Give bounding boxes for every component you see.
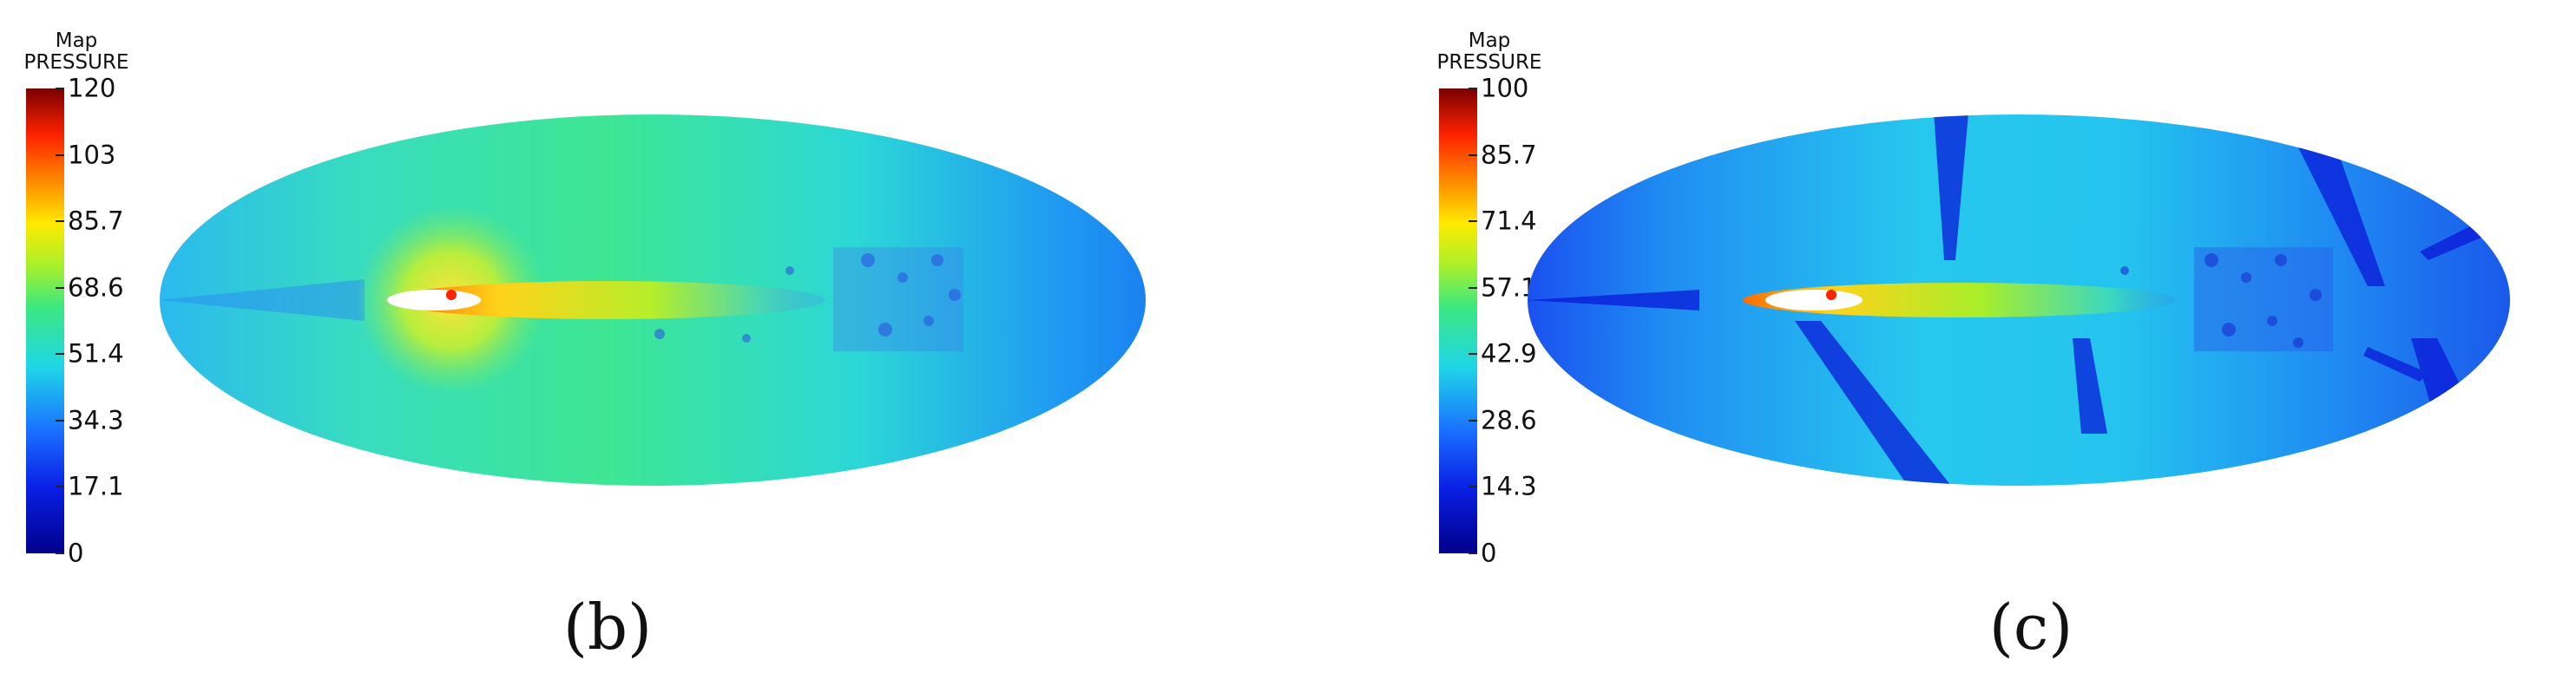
colorbar-tick-mark [1469, 220, 1477, 223]
colorbar-title-pressure: PRESSURE [1436, 51, 1542, 74]
colorbar [26, 88, 64, 553]
colorbar-title-map: Map [55, 29, 98, 52]
colorbar-tick-mark [1469, 286, 1477, 289]
colorbar-tick-label: 28.6 [1481, 405, 1537, 435]
colorbar-tick-mark [1469, 552, 1477, 554]
airfoil-shape [1765, 290, 1863, 311]
colorbar-tick-mark [56, 486, 64, 488]
colorbar-tick-mark [1469, 486, 1477, 488]
colorbar-tick-mark [1469, 154, 1477, 156]
colorbar-tick-mark [56, 353, 64, 356]
colorbar-tick-label: 42.9 [1481, 338, 1537, 369]
colorbar-title-map: Map [1468, 29, 1511, 52]
colorbar-tick-label: 100 [1481, 73, 1529, 103]
colorbar-tick-label: 57.1 [1481, 272, 1537, 303]
colorbar-tick-mark [1469, 88, 1477, 89]
colorbar-tick-label: 0 [1481, 538, 1497, 568]
panel-label-c: (c) [1988, 591, 2073, 664]
colorbar-tick-mark [56, 419, 64, 422]
panel-label-b: (b) [562, 591, 653, 664]
colorbar-tick-mark [56, 286, 64, 289]
pressure-field-plot [160, 114, 1146, 486]
colorbar-tick-mark [56, 88, 64, 89]
colorbar-tick-label: 85.7 [1481, 140, 1537, 170]
colorbar-tick-mark [56, 552, 64, 554]
colorbar-tick-label: 120 [68, 73, 116, 103]
colorbar [1439, 88, 1477, 553]
panel-b: Map PRESSURE 120 103 85.7 68.6 51.4 34.3 17.1 0 [23, 29, 1146, 664]
colorbar-tick-label: 17.1 [68, 471, 124, 501]
colorbar-tick-mark [1469, 353, 1477, 356]
colorbar-tick-mark [56, 220, 64, 223]
colorbar-tick-label: 68.6 [68, 272, 124, 303]
colorbar-tick-mark [56, 154, 64, 156]
colorbar-tick-label: 103 [68, 140, 116, 170]
pressure-field-plot [1528, 114, 2510, 486]
panel-c: Map PRESSURE 100 85.7 71.4 57.1 42.9 28.6 14.3… [1413, 0, 2576, 693]
colorbar-tick-mark [1469, 419, 1477, 422]
colorbar-tick-label: 14.3 [1481, 471, 1537, 501]
colorbar-tick-label: 0 [68, 538, 84, 568]
colorbar-tick-label: 71.4 [1481, 206, 1537, 236]
colorbar-tick-label: 85.7 [68, 206, 124, 236]
colorbar-tick-label: 34.3 [68, 405, 124, 435]
airfoil-shape [387, 290, 481, 311]
colorbar-title-pressure: PRESSURE [23, 51, 129, 74]
colorbar-tick-label: 51.4 [68, 338, 124, 369]
